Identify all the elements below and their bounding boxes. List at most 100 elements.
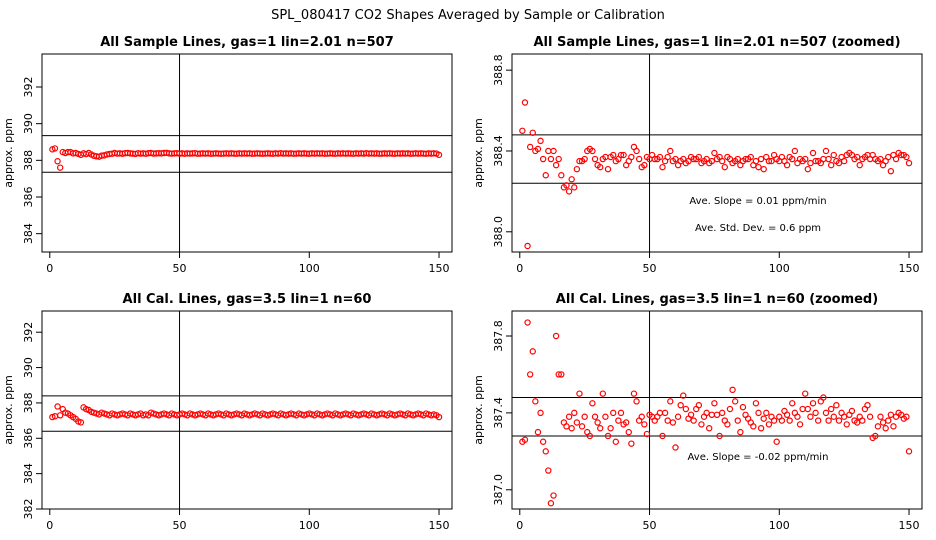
data-point (763, 409, 770, 417)
data-point (565, 188, 573, 195)
data-point (602, 413, 609, 420)
data-point (669, 419, 677, 426)
data-point (550, 147, 557, 155)
data-point (537, 137, 544, 145)
data-point (706, 425, 713, 432)
data-point (664, 153, 671, 161)
data-point (537, 409, 544, 417)
data-point (783, 161, 791, 169)
data-point (731, 398, 739, 405)
data-point (718, 157, 726, 165)
data-point (617, 409, 625, 417)
data-point (77, 419, 85, 426)
data-point (521, 99, 529, 106)
data-point (635, 155, 643, 163)
x-tick-label: 50 (173, 262, 187, 275)
data-point (547, 155, 555, 163)
y-tick-label: 390 (22, 357, 35, 378)
data-point (628, 153, 635, 161)
data-point (755, 163, 762, 171)
data-point (853, 153, 861, 161)
data-point (532, 398, 539, 405)
y-axis-label: approx. ppm (2, 118, 15, 188)
data-point (778, 417, 786, 424)
y-tick-label: 392 (22, 77, 35, 98)
data-point (54, 403, 61, 410)
x-tick-label: 150 (899, 262, 920, 275)
y-tick-label: 388.4 (492, 135, 505, 167)
panel-title: All Sample Lines, gas=1 lin=2.01 n=507 (… (533, 35, 900, 50)
data-point (789, 155, 796, 163)
data-point (542, 172, 549, 179)
panel-title: All Cal. Lines, gas=3.5 lin=1 n=60 (zoom… (556, 292, 878, 307)
data-point (698, 421, 705, 428)
plot-frame (41, 53, 453, 253)
data-point (539, 438, 547, 445)
data-point (568, 176, 575, 183)
data-point (674, 413, 682, 420)
data-point (524, 319, 531, 326)
data-point (591, 413, 599, 420)
x-tick-label: 50 (643, 262, 657, 275)
plot-frame (41, 310, 453, 510)
data-point (534, 145, 542, 153)
plot-frame (511, 53, 923, 253)
data-point (822, 147, 830, 155)
data-point (840, 157, 848, 165)
annotation-text: Ave. Slope = 0.01 ppm/min (689, 196, 826, 207)
y-tick-label: 388.0 (492, 216, 505, 248)
data-point (853, 419, 861, 426)
data-point (825, 155, 832, 163)
data-point (703, 409, 710, 417)
x-tick-label: 100 (769, 519, 790, 532)
data-point (594, 419, 601, 426)
data-point (765, 421, 773, 428)
data-point (835, 417, 843, 424)
data-point (752, 400, 760, 407)
panel-sample-lines-zoomed: All Sample Lines, gas=1 lin=2.01 n=507 (… (472, 35, 923, 275)
data-point (610, 409, 617, 417)
data-point (815, 417, 822, 424)
data-point (708, 411, 716, 419)
data-point (547, 500, 555, 507)
y-tick-label: 388.8 (492, 54, 505, 86)
y-axis-label: approx. ppm (2, 375, 15, 445)
data-point (695, 153, 703, 161)
x-tick-label: 0 (46, 262, 53, 275)
data-point (51, 145, 59, 152)
data-point (739, 403, 747, 411)
data-point (820, 155, 827, 163)
data-point (659, 432, 666, 440)
data-point (573, 165, 581, 173)
data-point (760, 165, 767, 173)
data-point (550, 492, 557, 499)
data-point (796, 421, 804, 428)
data-point (716, 432, 723, 440)
x-tick-label: 150 (429, 262, 450, 275)
x-tick-label: 100 (299, 519, 320, 532)
plot-frame (511, 310, 923, 510)
data-point (789, 400, 796, 407)
data-point (802, 155, 809, 163)
data-point (866, 413, 874, 420)
data-point (830, 151, 837, 159)
data-point (721, 163, 728, 171)
data-point (752, 157, 760, 165)
data-point (885, 417, 892, 424)
data-point (734, 417, 741, 424)
data-point (581, 155, 588, 163)
data-point (856, 161, 863, 169)
y-tick-label: 386 (22, 428, 35, 449)
data-point (887, 411, 895, 419)
data-point (656, 153, 664, 161)
data-point (641, 421, 648, 428)
data-point (713, 411, 721, 419)
data-point (872, 432, 879, 440)
x-tick-label: 0 (516, 262, 523, 275)
y-tick-label: 388 (22, 150, 35, 171)
data-point (840, 413, 848, 420)
data-point (599, 390, 607, 397)
data-point (573, 419, 581, 426)
data-point (435, 413, 443, 421)
data-point (659, 163, 666, 171)
